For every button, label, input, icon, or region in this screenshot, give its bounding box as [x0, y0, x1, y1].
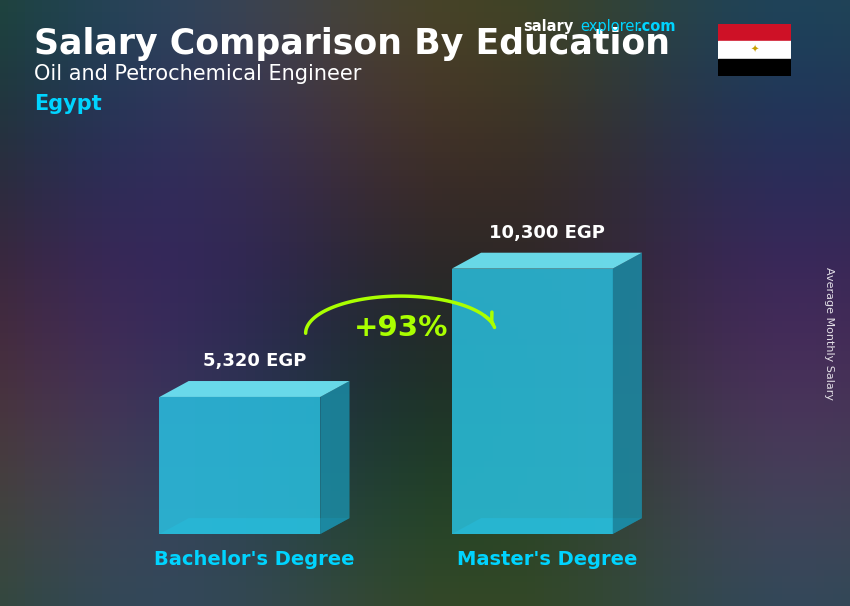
Text: Oil and Petrochemical Engineer: Oil and Petrochemical Engineer — [34, 64, 361, 84]
Polygon shape — [613, 253, 642, 534]
Bar — [160, 397, 320, 534]
Text: 10,300 EGP: 10,300 EGP — [489, 224, 605, 242]
Polygon shape — [160, 381, 349, 397]
Polygon shape — [452, 253, 642, 268]
Polygon shape — [452, 518, 642, 534]
Text: 5,320 EGP: 5,320 EGP — [203, 353, 306, 370]
Polygon shape — [160, 518, 349, 534]
Text: Salary Comparison By Education: Salary Comparison By Education — [34, 27, 670, 61]
Bar — [718, 41, 791, 59]
Bar — [718, 24, 791, 41]
Text: salary: salary — [523, 19, 573, 35]
Bar — [718, 59, 791, 76]
Text: explorer: explorer — [581, 19, 641, 35]
Text: Master's Degree: Master's Degree — [456, 550, 638, 569]
Text: Average Monthly Salary: Average Monthly Salary — [824, 267, 834, 400]
Polygon shape — [320, 381, 349, 534]
Text: +93%: +93% — [354, 314, 448, 342]
Bar — [452, 268, 613, 534]
Text: Bachelor's Degree: Bachelor's Degree — [154, 550, 354, 569]
Text: Egypt: Egypt — [34, 94, 102, 114]
Text: ✦: ✦ — [751, 45, 758, 55]
Text: .com: .com — [637, 19, 676, 35]
